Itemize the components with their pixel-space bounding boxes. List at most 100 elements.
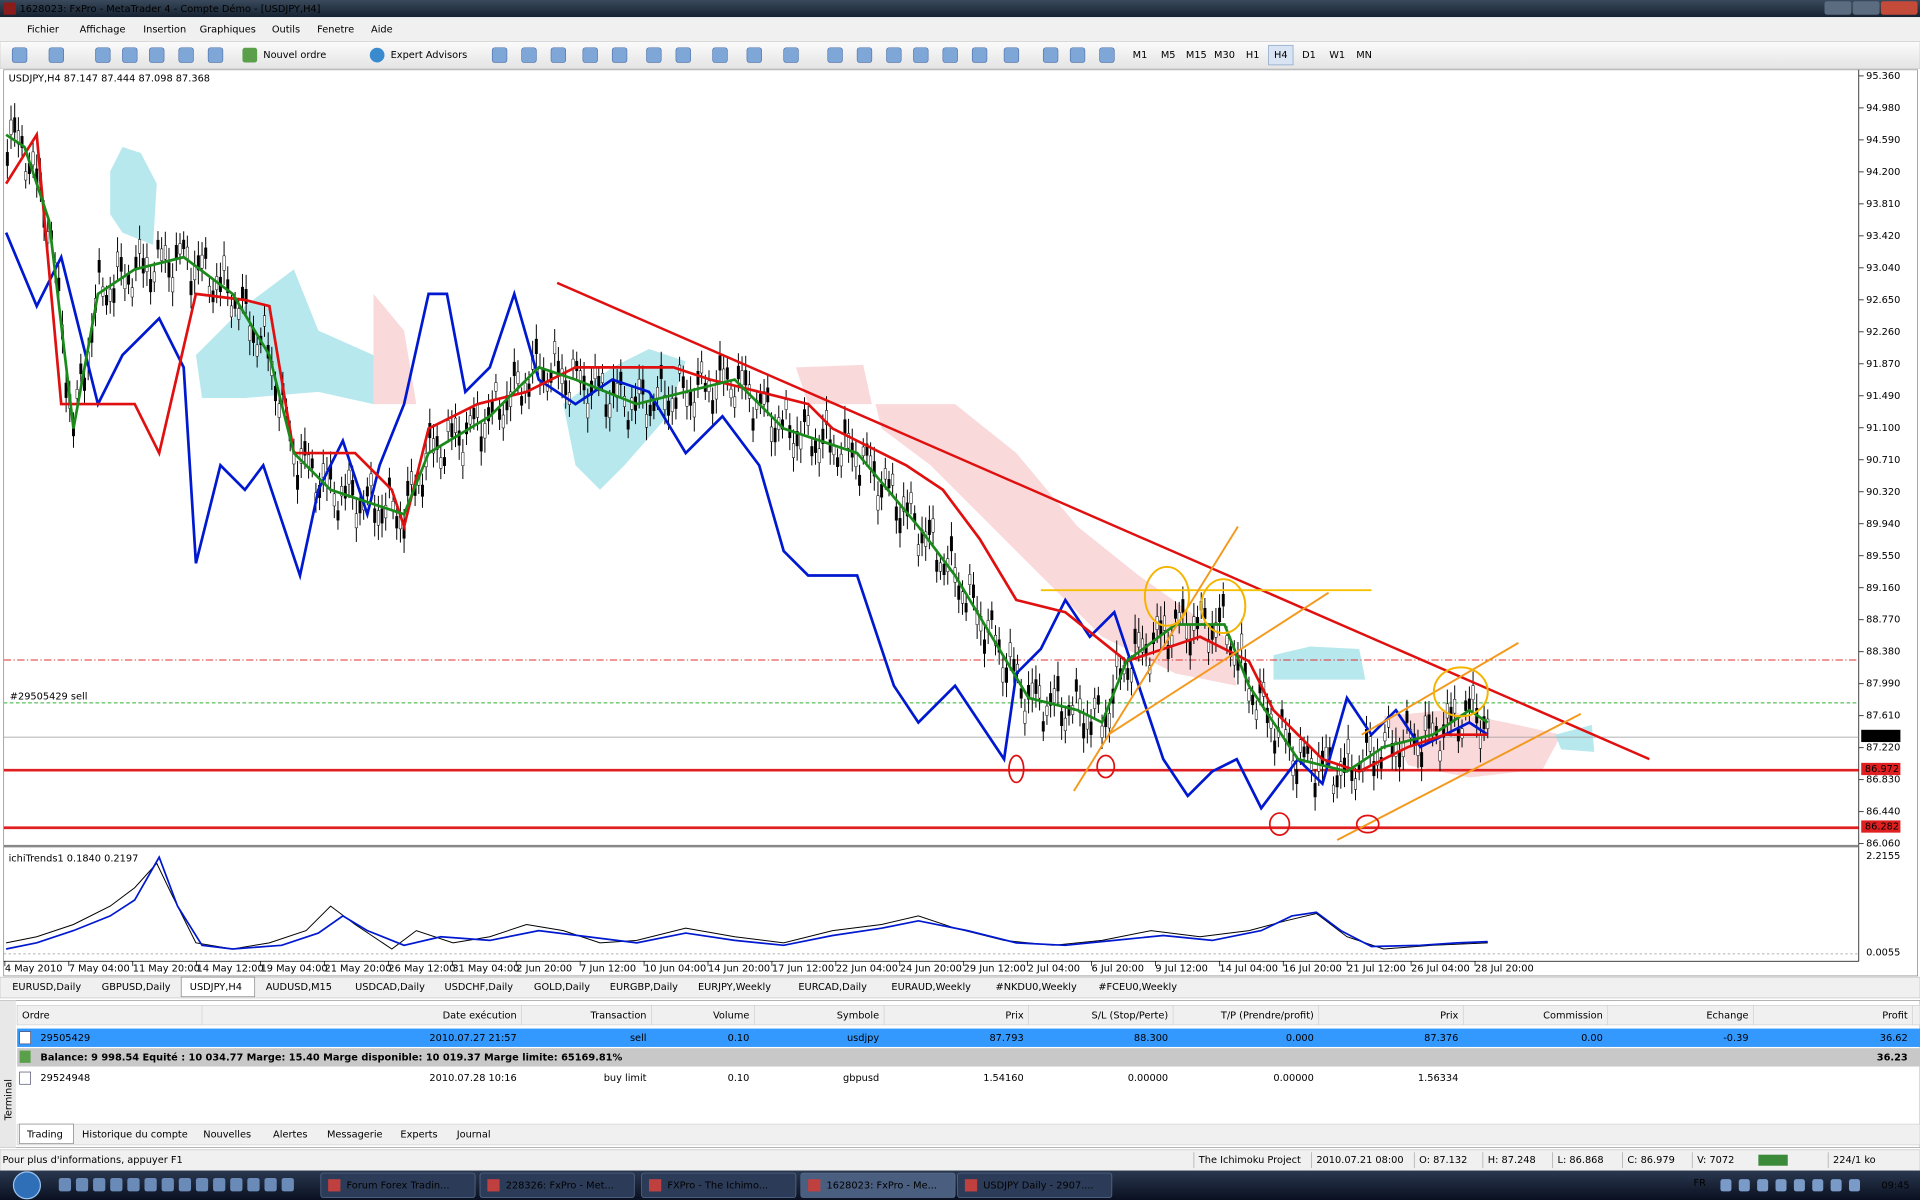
terminal-tab[interactable]: Historique du compte: [82, 1129, 188, 1140]
order-cell[interactable]: 29524948: [40, 1073, 90, 1084]
symbol-tab[interactable]: EURJPY,Weekly: [698, 982, 771, 993]
toolbar-icon[interactable]: [1099, 47, 1115, 63]
timeframe-button[interactable]: M15: [1186, 50, 1207, 61]
terminal-tab[interactable]: Trading: [26, 1129, 63, 1140]
order-cell[interactable]: 0.00: [1581, 1033, 1603, 1044]
symbol-tab[interactable]: #NKDU0,Weekly: [996, 982, 1077, 993]
toolbar-icon[interactable]: [48, 47, 64, 63]
order-cell[interactable]: usdjpy: [847, 1033, 879, 1044]
toolbar-icon[interactable]: [783, 47, 799, 63]
minimize-button[interactable]: [1824, 1, 1852, 15]
menu-item[interactable]: Aide: [371, 24, 393, 35]
column-header[interactable]: Date exécution: [443, 1010, 517, 1022]
column-header[interactable]: Transaction: [590, 1011, 647, 1022]
quick-launch-icon[interactable]: [161, 1177, 174, 1192]
column-header[interactable]: T/P (Prendre/profit): [1220, 1011, 1314, 1022]
column-header[interactable]: Commission: [1543, 1011, 1603, 1022]
toolbar-icon[interactable]: [971, 47, 988, 63]
taskbar-label[interactable]: USDJPY Daily - 2907....: [983, 1180, 1093, 1191]
toolbar-icon[interactable]: [521, 47, 537, 63]
timeframe-button[interactable]: H1: [1246, 50, 1260, 61]
toolbar-icon[interactable]: [856, 47, 873, 63]
menu-item[interactable]: Fenetre: [317, 24, 354, 35]
toolbar-icon[interactable]: [550, 47, 567, 63]
taskbar-button[interactable]: [479, 1172, 635, 1198]
quick-launch-icon[interactable]: [213, 1177, 226, 1192]
tray-icon[interactable]: [1720, 1179, 1732, 1192]
menu-item[interactable]: Outils: [272, 24, 300, 35]
order-cell[interactable]: 87.376: [1424, 1033, 1458, 1044]
terminal-tab[interactable]: Journal: [456, 1129, 491, 1140]
toolbar-icon[interactable]: [942, 47, 958, 63]
new-order-icon[interactable]: [242, 47, 258, 63]
symbol-tab[interactable]: EURCAD,Daily: [798, 982, 867, 993]
toolbar-icon[interactable]: [582, 47, 598, 63]
symbol-tab[interactable]: USDCAD,Daily: [355, 982, 425, 993]
order-cell[interactable]: 2010.07.27 21:57: [429, 1033, 516, 1044]
order-cell[interactable]: 36.62: [1880, 1033, 1908, 1044]
column-header[interactable]: Ordre: [22, 1011, 50, 1022]
quick-launch-icon[interactable]: [110, 1177, 123, 1192]
column-header[interactable]: Profit: [1882, 1011, 1908, 1022]
language-indicator[interactable]: FR: [1693, 1178, 1706, 1189]
toolbar-icon[interactable]: [1042, 47, 1059, 63]
tray-icon[interactable]: [1812, 1179, 1824, 1192]
menu-item[interactable]: Graphiques: [200, 24, 256, 35]
toolbar-icon[interactable]: [886, 47, 902, 63]
symbol-tab[interactable]: GBPUSD,Daily: [102, 982, 171, 993]
taskbar-label[interactable]: 228326: FxPro - Met...: [506, 1180, 614, 1191]
toolbar-icon[interactable]: [207, 47, 224, 63]
timeframe-button[interactable]: W1: [1329, 50, 1345, 61]
quick-launch-icon[interactable]: [281, 1177, 294, 1192]
timeframe-button[interactable]: M30: [1214, 50, 1235, 61]
quick-launch-icon[interactable]: [247, 1177, 260, 1192]
order-cell[interactable]: 0.00000: [1128, 1073, 1168, 1084]
quick-launch-icon[interactable]: [144, 1177, 157, 1192]
column-header[interactable]: S/L (Stop/Perte): [1091, 1011, 1168, 1022]
tray-icon[interactable]: [1757, 1179, 1769, 1192]
toolbar-icon[interactable]: [122, 47, 138, 63]
toolbar-icon[interactable]: [491, 47, 508, 63]
column-header[interactable]: Prix: [1005, 1011, 1023, 1022]
selected-order-row[interactable]: [17, 1028, 1920, 1047]
toolbar-icon[interactable]: [646, 47, 662, 63]
quick-launch-icon[interactable]: [75, 1177, 89, 1192]
order-cell[interactable]: 0.000: [1286, 1033, 1314, 1044]
toolbar-icon[interactable]: [149, 47, 165, 63]
expert-icon[interactable]: [369, 47, 385, 63]
order-cell[interactable]: 2010.07.28 10:16: [429, 1073, 516, 1084]
taskbar-label[interactable]: FXPro - The Ichimo...: [667, 1180, 768, 1191]
taskbar-button[interactable]: [320, 1172, 476, 1198]
terminal-tab[interactable]: Alertes: [273, 1129, 307, 1140]
order-cell[interactable]: sell: [630, 1033, 647, 1044]
column-header[interactable]: Echange: [1706, 1011, 1748, 1022]
taskbar-button[interactable]: [800, 1172, 956, 1198]
start-button[interactable]: [12, 1171, 42, 1200]
tray-icon[interactable]: [1830, 1179, 1842, 1192]
toolbar-icon[interactable]: [913, 47, 929, 63]
symbol-tab[interactable]: EURAUD,Weekly: [891, 982, 971, 993]
order-cell[interactable]: 0.00000: [1273, 1073, 1313, 1084]
toolbar-icon[interactable]: [1003, 47, 1020, 63]
order-cell[interactable]: 87.793: [989, 1033, 1023, 1044]
close-button[interactable]: [1880, 1, 1918, 15]
menu-item[interactable]: Affichage: [80, 24, 126, 35]
symbol-tab[interactable]: #FCEU0,Weekly: [1098, 982, 1177, 993]
quick-launch-icon[interactable]: [127, 1177, 140, 1192]
quick-launch-icon[interactable]: [230, 1177, 243, 1192]
tray-icon[interactable]: [1775, 1179, 1787, 1192]
timeframe-button[interactable]: D1: [1302, 50, 1316, 61]
menu-item[interactable]: Fichier: [27, 24, 60, 35]
quick-launch-icon[interactable]: [58, 1177, 72, 1192]
tray-icon[interactable]: [1848, 1179, 1860, 1192]
clock[interactable]: 09:45: [1881, 1180, 1909, 1191]
toolbar-icon[interactable]: [675, 47, 691, 63]
order-cell[interactable]: 1.54160: [983, 1073, 1023, 1084]
column-header[interactable]: Volume: [713, 1011, 749, 1022]
symbol-tab[interactable]: USDJPY,H4: [190, 982, 242, 993]
column-header[interactable]: Prix: [1440, 1011, 1458, 1022]
menu-item[interactable]: Insertion: [143, 24, 186, 35]
toolbar-icon[interactable]: [746, 47, 762, 63]
order-cell[interactable]: 88.300: [1134, 1033, 1168, 1044]
toolbar-icon[interactable]: [611, 47, 628, 63]
